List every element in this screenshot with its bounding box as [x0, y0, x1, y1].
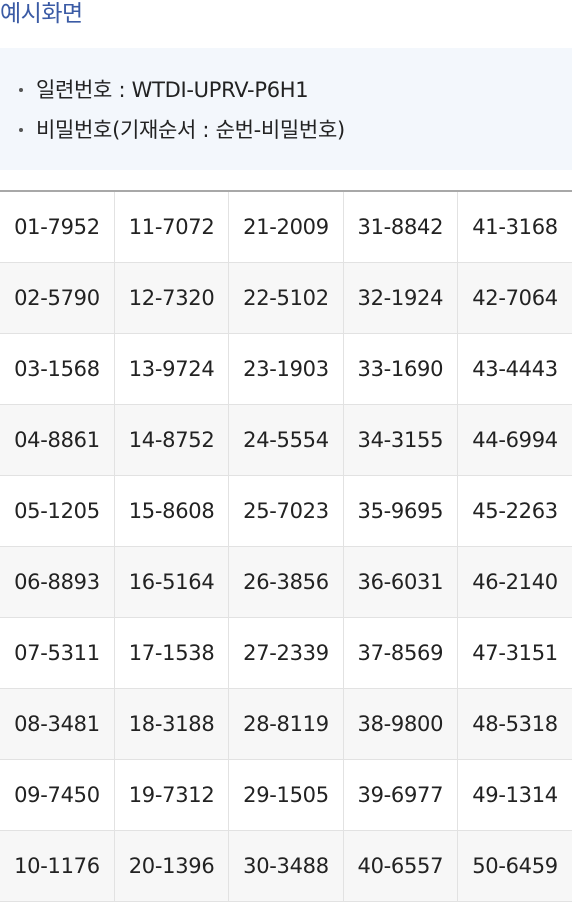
code-cell: 03-1568: [0, 333, 115, 405]
code-cell: 41-3168: [457, 191, 572, 263]
code-cell: 31-8842: [342, 191, 458, 263]
code-cell: 32-1924: [342, 262, 458, 334]
code-cell: 20-1396: [113, 830, 229, 902]
table-row: 10-1176 20-1396 30-3488 40-6557 50-6459: [0, 830, 572, 902]
code-cell: 47-3151: [457, 617, 572, 689]
password-order-text: 비밀번호(기재순서 : 순번-비밀번호): [36, 118, 345, 142]
code-cell: 46-2140: [457, 546, 572, 618]
bullet-icon: [19, 88, 23, 92]
code-cell: 05-1205: [0, 475, 115, 547]
table-row: 04-8861 14-8752 24-5554 34-3155 44-6994: [0, 404, 572, 476]
code-cell: 18-3188: [113, 688, 229, 760]
code-cell: 34-3155: [342, 404, 458, 476]
code-cell: 06-8893: [0, 546, 115, 618]
code-cell: 21-2009: [228, 191, 344, 263]
code-cell: 50-6459: [457, 830, 572, 902]
serial-number-line: 일련번호 : WTDI-UPRV-P6H1: [0, 72, 572, 112]
code-cell: 08-3481: [0, 688, 115, 760]
code-cell: 27-2339: [228, 617, 344, 689]
code-cell: 22-5102: [228, 262, 344, 334]
code-cell: 07-5311: [0, 617, 115, 689]
code-cell: 44-6994: [457, 404, 572, 476]
table-row: 05-1205 15-8608 25-7023 35-9695 45-2263: [0, 475, 572, 547]
serial-number-text: 일련번호 : WTDI-UPRV-P6H1: [36, 78, 309, 102]
table-row: 02-5790 12-7320 22-5102 32-1924 42-7064: [0, 262, 572, 334]
code-cell: 38-9800: [342, 688, 458, 760]
code-cell: 39-6977: [342, 759, 458, 831]
code-cell: 33-1690: [342, 333, 458, 405]
code-cell: 24-5554: [228, 404, 344, 476]
code-cell: 12-7320: [113, 262, 229, 334]
table-row: 09-7450 19-7312 29-1505 39-6977 49-1314: [0, 759, 572, 831]
code-cell: 10-1176: [0, 830, 115, 902]
password-order-line: 비밀번호(기재순서 : 순번-비밀번호): [0, 112, 572, 152]
section-title: 예시화면: [0, 1, 83, 27]
code-cell: 25-7023: [228, 475, 344, 547]
bullet-icon: [19, 128, 23, 132]
table-row: 08-3481 18-3188 28-8119 38-9800 48-5318: [0, 688, 572, 760]
code-cell: 30-3488: [228, 830, 344, 902]
table-row: 06-8893 16-5164 26-3856 36-6031 46-2140: [0, 546, 572, 618]
code-cell: 48-5318: [457, 688, 572, 760]
code-cell: 17-1538: [113, 617, 229, 689]
security-code-table: 01-7952 11-7072 21-2009 31-8842 41-3168 …: [0, 190, 572, 902]
code-cell: 19-7312: [113, 759, 229, 831]
code-cell: 45-2263: [457, 475, 572, 547]
table-row: 07-5311 17-1538 27-2339 37-8569 47-3151: [0, 617, 572, 689]
code-cell: 37-8569: [342, 617, 458, 689]
code-cell: 09-7450: [0, 759, 115, 831]
code-cell: 23-1903: [228, 333, 344, 405]
info-box: 일련번호 : WTDI-UPRV-P6H1 비밀번호(기재순서 : 순번-비밀번…: [0, 48, 572, 170]
code-cell: 29-1505: [228, 759, 344, 831]
code-cell: 16-5164: [113, 546, 229, 618]
code-cell: 42-7064: [457, 262, 572, 334]
table-row: 01-7952 11-7072 21-2009 31-8842 41-3168: [0, 191, 572, 263]
code-cell: 43-4443: [457, 333, 572, 405]
code-cell: 35-9695: [342, 475, 458, 547]
code-cell: 28-8119: [228, 688, 344, 760]
code-cell: 14-8752: [113, 404, 229, 476]
code-cell: 02-5790: [0, 262, 115, 334]
code-cell: 04-8861: [0, 404, 115, 476]
code-cell: 49-1314: [457, 759, 572, 831]
code-cell: 13-9724: [113, 333, 229, 405]
code-cell: 40-6557: [342, 830, 458, 902]
code-cell: 11-7072: [113, 191, 229, 263]
code-cell: 26-3856: [228, 546, 344, 618]
code-cell: 15-8608: [113, 475, 229, 547]
table-row: 03-1568 13-9724 23-1903 33-1690 43-4443: [0, 333, 572, 405]
code-cell: 36-6031: [342, 546, 458, 618]
code-cell: 01-7952: [0, 191, 115, 263]
